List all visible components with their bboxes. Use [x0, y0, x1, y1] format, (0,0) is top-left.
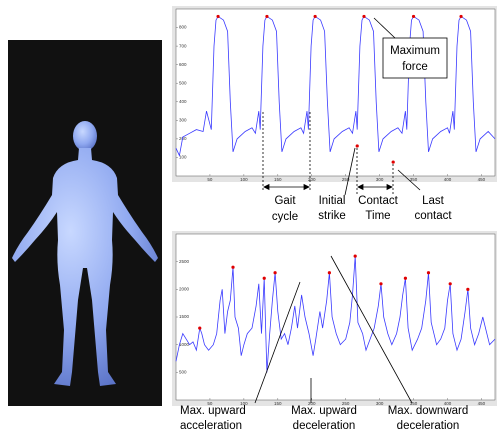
annotation: contact: [414, 210, 452, 222]
y-tick-label: 1500: [179, 314, 190, 319]
marker: [273, 271, 276, 274]
marker: [459, 15, 462, 18]
marker: [466, 288, 469, 291]
annotation: Max. upward: [180, 405, 246, 417]
annotation: Max. downward: [388, 405, 469, 417]
x-tick-label: 300: [376, 401, 384, 406]
y-tick-label: 300: [179, 118, 187, 123]
x-tick-label: 200: [308, 177, 316, 182]
marker: [362, 15, 365, 18]
annotation: Max. upward: [291, 405, 357, 417]
annotation: force: [402, 61, 428, 73]
marker: [412, 15, 415, 18]
annotation: deceleration: [293, 420, 356, 432]
y-tick-label: 400: [179, 99, 187, 104]
x-tick-label: 450: [478, 177, 486, 182]
x-tick-label: 450: [478, 401, 486, 406]
marker: [404, 277, 407, 280]
marker: [216, 15, 219, 18]
y-tick-label: 100: [179, 155, 187, 160]
marker: [198, 326, 201, 329]
body-render: [8, 40, 162, 406]
marker: [392, 160, 395, 163]
annotation: strike: [318, 210, 345, 222]
marker: [354, 255, 357, 258]
annotation: Last: [422, 195, 445, 207]
marker: [356, 144, 359, 147]
y-tick-label: 2500: [179, 259, 190, 264]
annotation: Gait: [274, 195, 296, 207]
figure: 1002003004005006007008005010015020025030…: [0, 0, 497, 432]
plot-area: [176, 9, 495, 176]
annotation: cycle: [272, 211, 298, 223]
annotation: acceleration: [180, 420, 242, 432]
x-tick-label: 150: [274, 401, 282, 406]
marker: [231, 266, 234, 269]
annotation: Contact: [358, 195, 398, 207]
annotation: Time: [365, 210, 390, 222]
x-tick-label: 150: [274, 177, 282, 182]
y-tick-label: 800: [179, 25, 187, 30]
marker: [379, 282, 382, 285]
marker: [427, 271, 430, 274]
x-tick-label: 50: [207, 177, 213, 182]
x-tick-label: 300: [376, 177, 384, 182]
y-tick-label: 700: [179, 43, 187, 48]
y-tick-label: 2000: [179, 287, 190, 292]
marker: [263, 277, 266, 280]
marker: [449, 282, 452, 285]
annotation: deceleration: [397, 420, 460, 432]
annotation: Maximum: [390, 45, 440, 57]
marker: [314, 15, 317, 18]
y-tick-label: 600: [179, 62, 187, 67]
y-tick-label: 500: [179, 80, 187, 85]
y-tick-label: 500: [179, 370, 187, 375]
marker: [328, 271, 331, 274]
x-tick-label: 100: [240, 177, 248, 182]
annotation: Initial: [319, 195, 346, 207]
x-tick-label: 400: [444, 177, 452, 182]
marker: [265, 15, 268, 18]
